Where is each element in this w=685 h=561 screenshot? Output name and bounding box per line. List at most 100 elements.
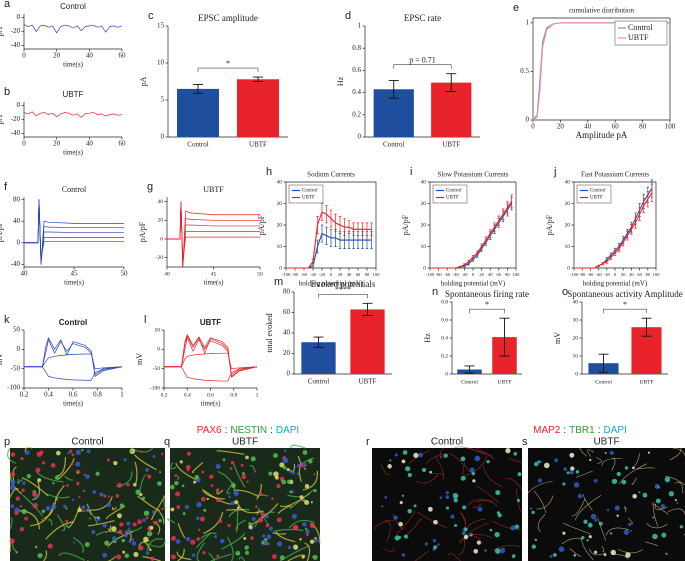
cell bbox=[654, 484, 660, 490]
fiber bbox=[561, 537, 583, 545]
cell bbox=[279, 462, 285, 468]
fiber bbox=[646, 522, 668, 529]
y-tick-label: 50 bbox=[13, 326, 21, 334]
cell bbox=[10, 471, 16, 477]
cell bbox=[159, 471, 162, 474]
significance-bracket bbox=[318, 293, 368, 299]
cell bbox=[255, 505, 258, 508]
error-bar bbox=[622, 237, 625, 247]
y-tick-label: 0 bbox=[160, 236, 163, 242]
fiber bbox=[631, 477, 637, 485]
fiber bbox=[47, 519, 53, 526]
panel-letter: q bbox=[164, 436, 170, 448]
image-title: Control bbox=[71, 437, 103, 448]
cell bbox=[632, 466, 635, 470]
cell bbox=[124, 553, 130, 559]
cell bbox=[313, 473, 316, 476]
error-bar bbox=[388, 79, 399, 99]
error-bar bbox=[316, 239, 319, 254]
cell bbox=[569, 452, 575, 458]
cell bbox=[75, 449, 81, 456]
y-tick-label: 0 bbox=[575, 371, 578, 377]
cell bbox=[81, 505, 86, 510]
x-tick-label: 60 bbox=[356, 272, 361, 277]
cell bbox=[616, 471, 621, 477]
stain-separator: : bbox=[598, 425, 601, 436]
fiber bbox=[137, 495, 160, 512]
cell bbox=[92, 490, 97, 495]
cell bbox=[543, 462, 550, 469]
x-tick-label: -20 bbox=[461, 272, 468, 277]
cell bbox=[216, 498, 221, 503]
cell bbox=[264, 541, 268, 546]
cell bbox=[489, 528, 493, 532]
cell bbox=[443, 453, 448, 458]
error-bar bbox=[365, 222, 369, 237]
cell bbox=[158, 518, 162, 523]
fiber bbox=[86, 503, 92, 516]
legend-box bbox=[614, 20, 668, 46]
x-tick-label: 1 bbox=[256, 392, 259, 398]
cell bbox=[65, 484, 69, 487]
x-tick-label: 20 bbox=[338, 272, 343, 277]
cell bbox=[301, 555, 305, 559]
error-bar bbox=[253, 76, 263, 82]
error-bar bbox=[338, 216, 342, 234]
cell bbox=[228, 495, 231, 499]
x-tick-label: -80 bbox=[579, 272, 586, 277]
fiber bbox=[64, 475, 73, 481]
error-bar bbox=[642, 198, 645, 214]
chart-title: cumulative distribution bbox=[569, 7, 635, 15]
y-tick-label: 40 bbox=[277, 179, 283, 185]
panel-letter: m bbox=[274, 276, 283, 288]
data-line bbox=[24, 337, 123, 377]
x-tick-label: 50 bbox=[121, 270, 129, 278]
fiber bbox=[665, 475, 685, 486]
cell bbox=[563, 467, 567, 471]
fiber bbox=[273, 528, 304, 533]
y-tick-label: 30 bbox=[277, 201, 283, 207]
fiber bbox=[464, 456, 488, 477]
cell bbox=[454, 523, 458, 527]
cell bbox=[291, 470, 296, 475]
cell bbox=[123, 458, 127, 462]
cell bbox=[660, 504, 666, 509]
cell bbox=[141, 496, 146, 500]
bar bbox=[177, 88, 219, 137]
cell bbox=[399, 501, 403, 505]
fiber bbox=[605, 527, 629, 536]
micrograph-background bbox=[528, 448, 685, 561]
cell bbox=[195, 516, 200, 521]
error-bar bbox=[646, 191, 649, 208]
x-axis-label: time(s) bbox=[63, 149, 83, 157]
error-bar bbox=[320, 203, 324, 222]
error-bar bbox=[493, 222, 496, 232]
data-line bbox=[574, 192, 653, 269]
cell bbox=[439, 456, 442, 459]
y-tick-label: 20 bbox=[565, 222, 571, 228]
y-tick-label: 15 bbox=[157, 22, 165, 30]
cell bbox=[196, 537, 200, 541]
cell bbox=[147, 474, 152, 479]
x-tick-label: 20 bbox=[557, 123, 565, 131]
x-axis-label: Amplitude pA bbox=[576, 130, 628, 140]
cell bbox=[510, 525, 516, 531]
cell bbox=[81, 448, 84, 452]
cell bbox=[304, 467, 307, 470]
y-tick-label: 1 bbox=[526, 18, 530, 26]
y-tick-label: 30 bbox=[565, 201, 571, 207]
cell bbox=[305, 529, 310, 534]
cell bbox=[405, 466, 411, 472]
x-tick-label: 0.8 bbox=[93, 391, 102, 399]
fiber bbox=[200, 532, 217, 539]
x-tick-label: 80 bbox=[646, 272, 651, 277]
fiber bbox=[176, 551, 192, 561]
x-tick-label: 0.8 bbox=[230, 392, 237, 398]
cell bbox=[116, 482, 123, 488]
fiber bbox=[9, 488, 19, 498]
fiber bbox=[675, 482, 684, 494]
fiber bbox=[430, 472, 444, 476]
x-tick-label: 40 bbox=[347, 272, 352, 277]
fiber bbox=[587, 449, 595, 457]
cell bbox=[604, 451, 607, 455]
